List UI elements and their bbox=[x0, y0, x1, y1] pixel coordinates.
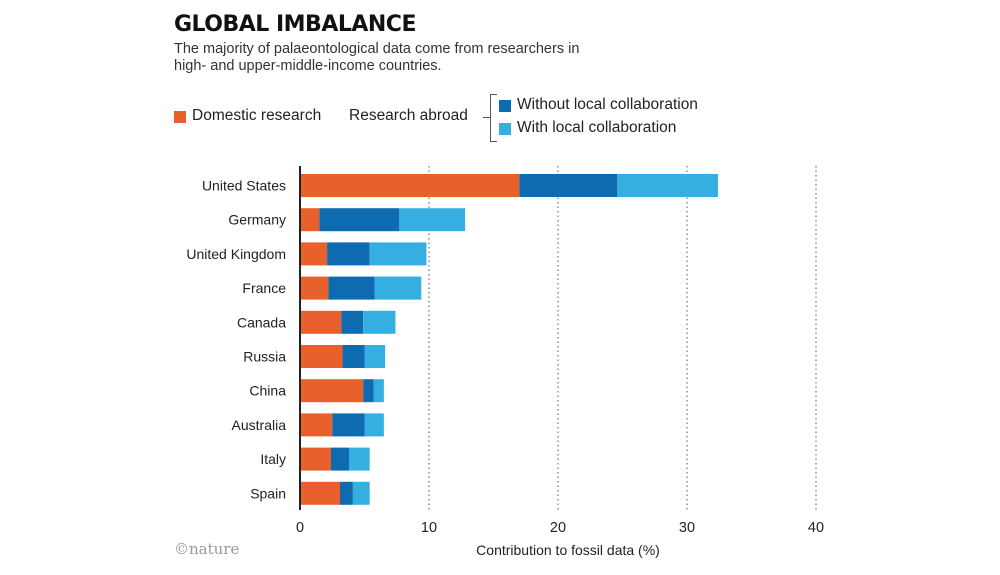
bar-with-8 bbox=[349, 447, 370, 471]
legend-label-domestic: Domestic research bbox=[192, 107, 322, 124]
bar-domestic-7 bbox=[300, 413, 333, 437]
nature-credit: ©nature bbox=[174, 540, 240, 558]
gridlines bbox=[428, 166, 817, 510]
bar-with-3 bbox=[374, 276, 422, 300]
category-label: Australia bbox=[232, 417, 287, 433]
category-label: Italy bbox=[260, 451, 286, 467]
bar-with-4 bbox=[363, 310, 396, 334]
bar-without-8 bbox=[330, 447, 350, 471]
bar-with-0 bbox=[617, 174, 718, 197]
bar-domestic-9 bbox=[300, 481, 340, 505]
bar-domestic-2 bbox=[300, 242, 328, 266]
bar-with-6 bbox=[373, 379, 384, 403]
bar-without-3 bbox=[328, 276, 375, 300]
x-tick-label: 20 bbox=[550, 520, 566, 536]
bar-with-5 bbox=[364, 345, 386, 368]
category-label: Russia bbox=[243, 349, 286, 365]
bar-without-2 bbox=[327, 242, 370, 266]
x-tick-label: 40 bbox=[808, 520, 824, 536]
category-label: Canada bbox=[237, 314, 286, 330]
bar-domestic-3 bbox=[300, 276, 329, 300]
x-tick-label: 10 bbox=[421, 520, 437, 536]
legend-swatch-domestic bbox=[174, 111, 186, 123]
bar-domestic-5 bbox=[300, 345, 343, 368]
category-label: Spain bbox=[250, 485, 286, 501]
bar-without-5 bbox=[342, 345, 365, 368]
bars bbox=[300, 174, 718, 505]
x-tick-label: 0 bbox=[296, 520, 304, 536]
category-labels: United States Germany United Kingdom France… bbox=[186, 178, 286, 502]
x-axis-title: Contribution to fossil data (%) bbox=[476, 542, 660, 558]
bar-without-7 bbox=[332, 413, 365, 437]
legend-swatch-without bbox=[499, 100, 511, 112]
bar-without-9 bbox=[339, 481, 353, 505]
bar-without-4 bbox=[341, 310, 364, 334]
legend-label-research-abroad: Research abroad bbox=[349, 107, 468, 124]
bar-domestic-6 bbox=[300, 379, 364, 403]
category-label: United Kingdom bbox=[186, 246, 286, 262]
x-tick-label: 30 bbox=[679, 520, 695, 536]
legend-label-with: With local collaboration bbox=[517, 119, 677, 136]
bar-domestic-1 bbox=[300, 208, 320, 232]
category-label: China bbox=[249, 383, 286, 399]
bar-without-1 bbox=[319, 208, 400, 232]
bar-without-0 bbox=[519, 174, 618, 197]
legend-swatch-with bbox=[499, 123, 511, 135]
legend-bracket bbox=[490, 94, 497, 142]
bar-without-6 bbox=[363, 379, 374, 403]
legend-label-without: Without local collaboration bbox=[517, 96, 698, 113]
chart-subtitle: The majority of palaeontological data co… bbox=[174, 41, 580, 74]
bar-with-1 bbox=[399, 208, 466, 232]
chart-title: GLOBAL IMBALANCE bbox=[174, 12, 416, 37]
bar-domestic-4 bbox=[300, 310, 342, 334]
x-axis-ticks: 0 10 20 30 40 bbox=[296, 520, 824, 536]
category-label: United States bbox=[202, 178, 286, 194]
category-label: Germany bbox=[228, 212, 286, 228]
category-label: France bbox=[242, 280, 286, 296]
bar-domestic-8 bbox=[300, 447, 331, 471]
bar-with-2 bbox=[369, 242, 427, 266]
bar-domestic-0 bbox=[300, 174, 520, 197]
bar-with-7 bbox=[364, 413, 384, 437]
legend-bracket-tick bbox=[483, 117, 491, 118]
bar-with-9 bbox=[352, 481, 370, 505]
